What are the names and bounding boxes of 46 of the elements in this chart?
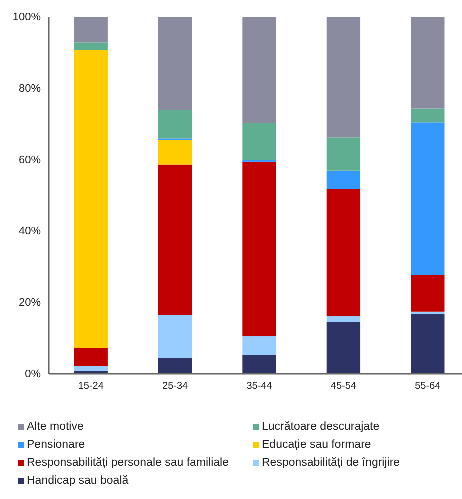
bar	[411, 108, 445, 123]
bar	[326, 322, 361, 374]
bar	[74, 348, 108, 366]
bar	[74, 366, 108, 372]
bar	[411, 17, 445, 109]
bar	[74, 17, 108, 43]
y-tick-label: 0%	[25, 368, 42, 381]
legend-label: Alte motive	[27, 421, 84, 433]
bar	[326, 316, 361, 322]
bar	[411, 314, 445, 374]
bar	[411, 275, 445, 312]
x-tick-label: 15-24	[78, 381, 104, 392]
legend-label: Responsabilități de îngrijire	[262, 457, 400, 469]
bar	[326, 170, 361, 190]
bar	[242, 17, 276, 124]
x-tick-label: 55-64	[415, 381, 442, 392]
y-tick-label: 20%	[18, 297, 42, 310]
bar	[158, 358, 192, 374]
bar	[74, 50, 108, 348]
bar	[158, 164, 192, 316]
bar	[326, 138, 361, 171]
bar	[242, 123, 276, 160]
bar	[242, 162, 276, 337]
legend-label: Responsabilități personale sau familiale	[27, 457, 230, 469]
bar	[326, 189, 361, 317]
bar	[158, 140, 192, 165]
bar	[74, 42, 108, 50]
legend-label: Handicap sau boală	[27, 475, 130, 487]
bar	[158, 315, 192, 358]
y-tick-label: 40%	[18, 226, 42, 238]
bar	[242, 336, 276, 356]
bar	[158, 110, 192, 139]
legend-label: Educație sau formare	[262, 439, 372, 451]
x-tick-label: 35-44	[246, 381, 273, 392]
y-tick-label: 80%	[18, 82, 42, 95]
y-tick-label: 100%	[12, 12, 42, 24]
x-tick-label: 25-34	[162, 381, 189, 392]
x-tick-label: 45-54	[330, 381, 357, 392]
legend-label: Lucrătoare descurajate	[262, 421, 380, 433]
legend-label: Pensionare	[27, 439, 86, 451]
bar	[411, 122, 445, 276]
bar	[242, 355, 276, 374]
bar	[326, 17, 361, 138]
bar	[158, 17, 192, 110]
y-tick-label: 60%	[18, 154, 42, 166]
bar	[411, 312, 445, 314]
